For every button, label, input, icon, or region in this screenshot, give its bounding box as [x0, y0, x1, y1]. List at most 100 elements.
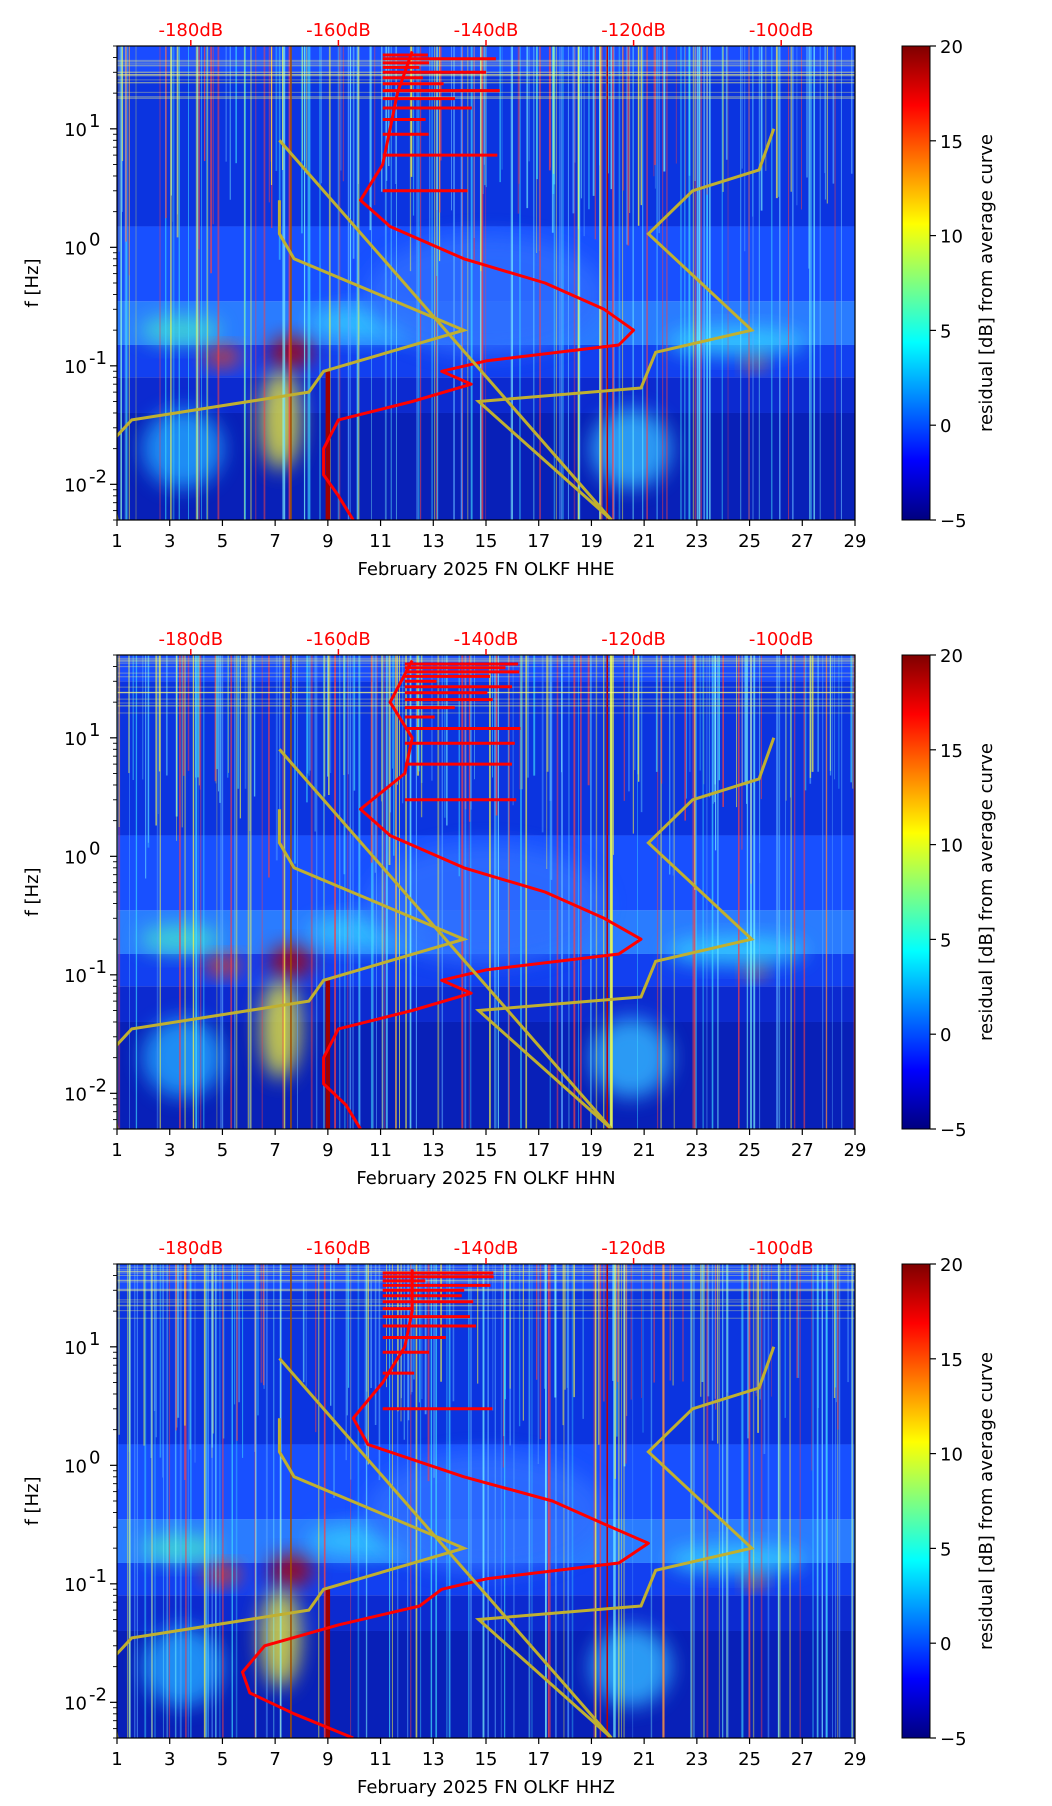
- y-tick-label: 10: [64, 729, 87, 750]
- x-tick-label: 27: [791, 1140, 814, 1161]
- top-db-label: -100dB: [749, 20, 814, 41]
- colorbar-tick-label: 0: [940, 1634, 951, 1655]
- y-tick-exponent: -1: [89, 957, 107, 978]
- low-noise-model-line: [117, 1418, 469, 1738]
- x-tick-label: 29: [844, 531, 867, 552]
- x-tick-label: 17: [527, 1140, 550, 1161]
- x-tick-label: 29: [844, 1749, 867, 1770]
- x-tick-label: 21: [633, 1140, 656, 1161]
- x-tick-label: 21: [633, 531, 656, 552]
- y-tick-exponent: -2: [89, 1684, 107, 1705]
- y-tick-label: 10: [64, 357, 87, 378]
- colorbar-label: residual [dB] from average curve: [976, 1352, 997, 1650]
- x-tick-label: 15: [475, 531, 498, 552]
- x-tick-label: 25: [738, 531, 761, 552]
- plot-area: [117, 46, 855, 520]
- y-tick-exponent: 1: [89, 111, 100, 132]
- x-tick-label: 9: [322, 1749, 333, 1770]
- background-band: [117, 412, 855, 520]
- x-tick-label: 23: [685, 531, 708, 552]
- x-tick-label: 11: [369, 1140, 392, 1161]
- plot-area: [117, 1264, 855, 1738]
- top-db-label: -140dB: [454, 1238, 519, 1259]
- energy-blob: [666, 1545, 807, 1574]
- x-tick-label: 5: [217, 1140, 228, 1161]
- y-tick-label: 10: [64, 120, 87, 141]
- energy-blob: [666, 327, 807, 356]
- x-tick-label: 5: [217, 531, 228, 552]
- colorbar-tick-label: 0: [940, 416, 951, 437]
- x-tick-label: 19: [580, 531, 603, 552]
- colorbar-tick-label: 15: [940, 132, 963, 153]
- top-db-label: -180dB: [158, 20, 223, 41]
- top-db-label: -160dB: [306, 629, 371, 650]
- top-db-label: -100dB: [749, 1238, 814, 1259]
- y-tick-label: 10: [64, 1456, 87, 1477]
- high-noise-model-line: [278, 1346, 776, 1738]
- colorbar-tick-label: −5: [940, 1729, 967, 1750]
- energy-blob: [744, 352, 765, 369]
- y-tick-label: 10: [64, 1693, 87, 1714]
- y-tick-exponent: -2: [89, 1075, 107, 1096]
- x-tick-label: 21: [633, 1749, 656, 1770]
- y-tick-exponent: 0: [89, 838, 100, 859]
- y-tick-label: 10: [64, 238, 87, 259]
- energy-blob: [140, 1534, 221, 1563]
- x-tick-label: 15: [475, 1140, 498, 1161]
- x-tick-label: 25: [738, 1140, 761, 1161]
- x-tick-label: 25: [738, 1749, 761, 1770]
- mean-psd-line: [322, 50, 636, 520]
- y-tick-exponent: -1: [89, 1566, 107, 1587]
- colorbar-tick-label: 10: [940, 836, 963, 857]
- top-db-label: -100dB: [749, 629, 814, 650]
- x-tick-label: 9: [322, 1140, 333, 1161]
- colorbar-tick-label: 0: [940, 1025, 951, 1046]
- x-tick-label: 7: [269, 531, 280, 552]
- x-tick-label: 13: [422, 531, 445, 552]
- background-band: [117, 1290, 855, 1445]
- x-tick-label: 19: [580, 1749, 603, 1770]
- energy-blob: [140, 316, 221, 345]
- y-tick-label: 10: [64, 1575, 87, 1596]
- x-tick-label: 19: [580, 1140, 603, 1161]
- x-tick-label: 15: [475, 1749, 498, 1770]
- top-db-label: -140dB: [454, 20, 519, 41]
- colorbar-tick-label: −5: [940, 511, 967, 532]
- colorbar-tick-label: 10: [940, 1445, 963, 1466]
- low-noise-model-line: [117, 809, 469, 1129]
- energy-blob: [142, 1626, 223, 1707]
- energy-blob: [260, 369, 301, 470]
- colorbar-tick-label: 15: [940, 741, 963, 762]
- colorbar: [901, 654, 931, 1130]
- x-tick-label: 13: [422, 1140, 445, 1161]
- high-noise-model-line: [278, 128, 776, 520]
- y-tick-label: 10: [64, 1084, 87, 1105]
- energy-blob: [204, 346, 241, 367]
- top-db-label: -120dB: [601, 1238, 666, 1259]
- y-tick-label: 10: [64, 1338, 87, 1359]
- background-band: [117, 1021, 855, 1129]
- x-tick-label: 3: [164, 531, 175, 552]
- colorbar-tick-label: 10: [940, 227, 963, 248]
- colorbar-tick-label: 20: [940, 1255, 963, 1276]
- x-tick-label: 13: [422, 1749, 445, 1770]
- top-db-label: -160dB: [306, 1238, 371, 1259]
- colorbar-tick-label: 15: [940, 1350, 963, 1371]
- x-tick-label: 27: [791, 1749, 814, 1770]
- top-db-label: -120dB: [601, 629, 666, 650]
- plot-area: [117, 655, 855, 1129]
- y-tick-exponent: -2: [89, 466, 107, 487]
- background-band: [117, 1630, 855, 1738]
- x-axis-label: February 2025 FN OLKF HHZ: [357, 1777, 615, 1798]
- colorbar: [901, 1263, 931, 1739]
- y-tick-label: 10: [64, 847, 87, 868]
- x-tick-label: 9: [322, 531, 333, 552]
- x-tick-label: 5: [217, 1749, 228, 1770]
- y-axis-label: f [Hz]: [22, 867, 43, 916]
- x-axis-label: February 2025 FN OLKF HHN: [356, 1168, 615, 1189]
- energy-blob: [366, 1452, 606, 1573]
- y-axis-label: f [Hz]: [22, 1476, 43, 1525]
- top-db-label: -140dB: [454, 629, 519, 650]
